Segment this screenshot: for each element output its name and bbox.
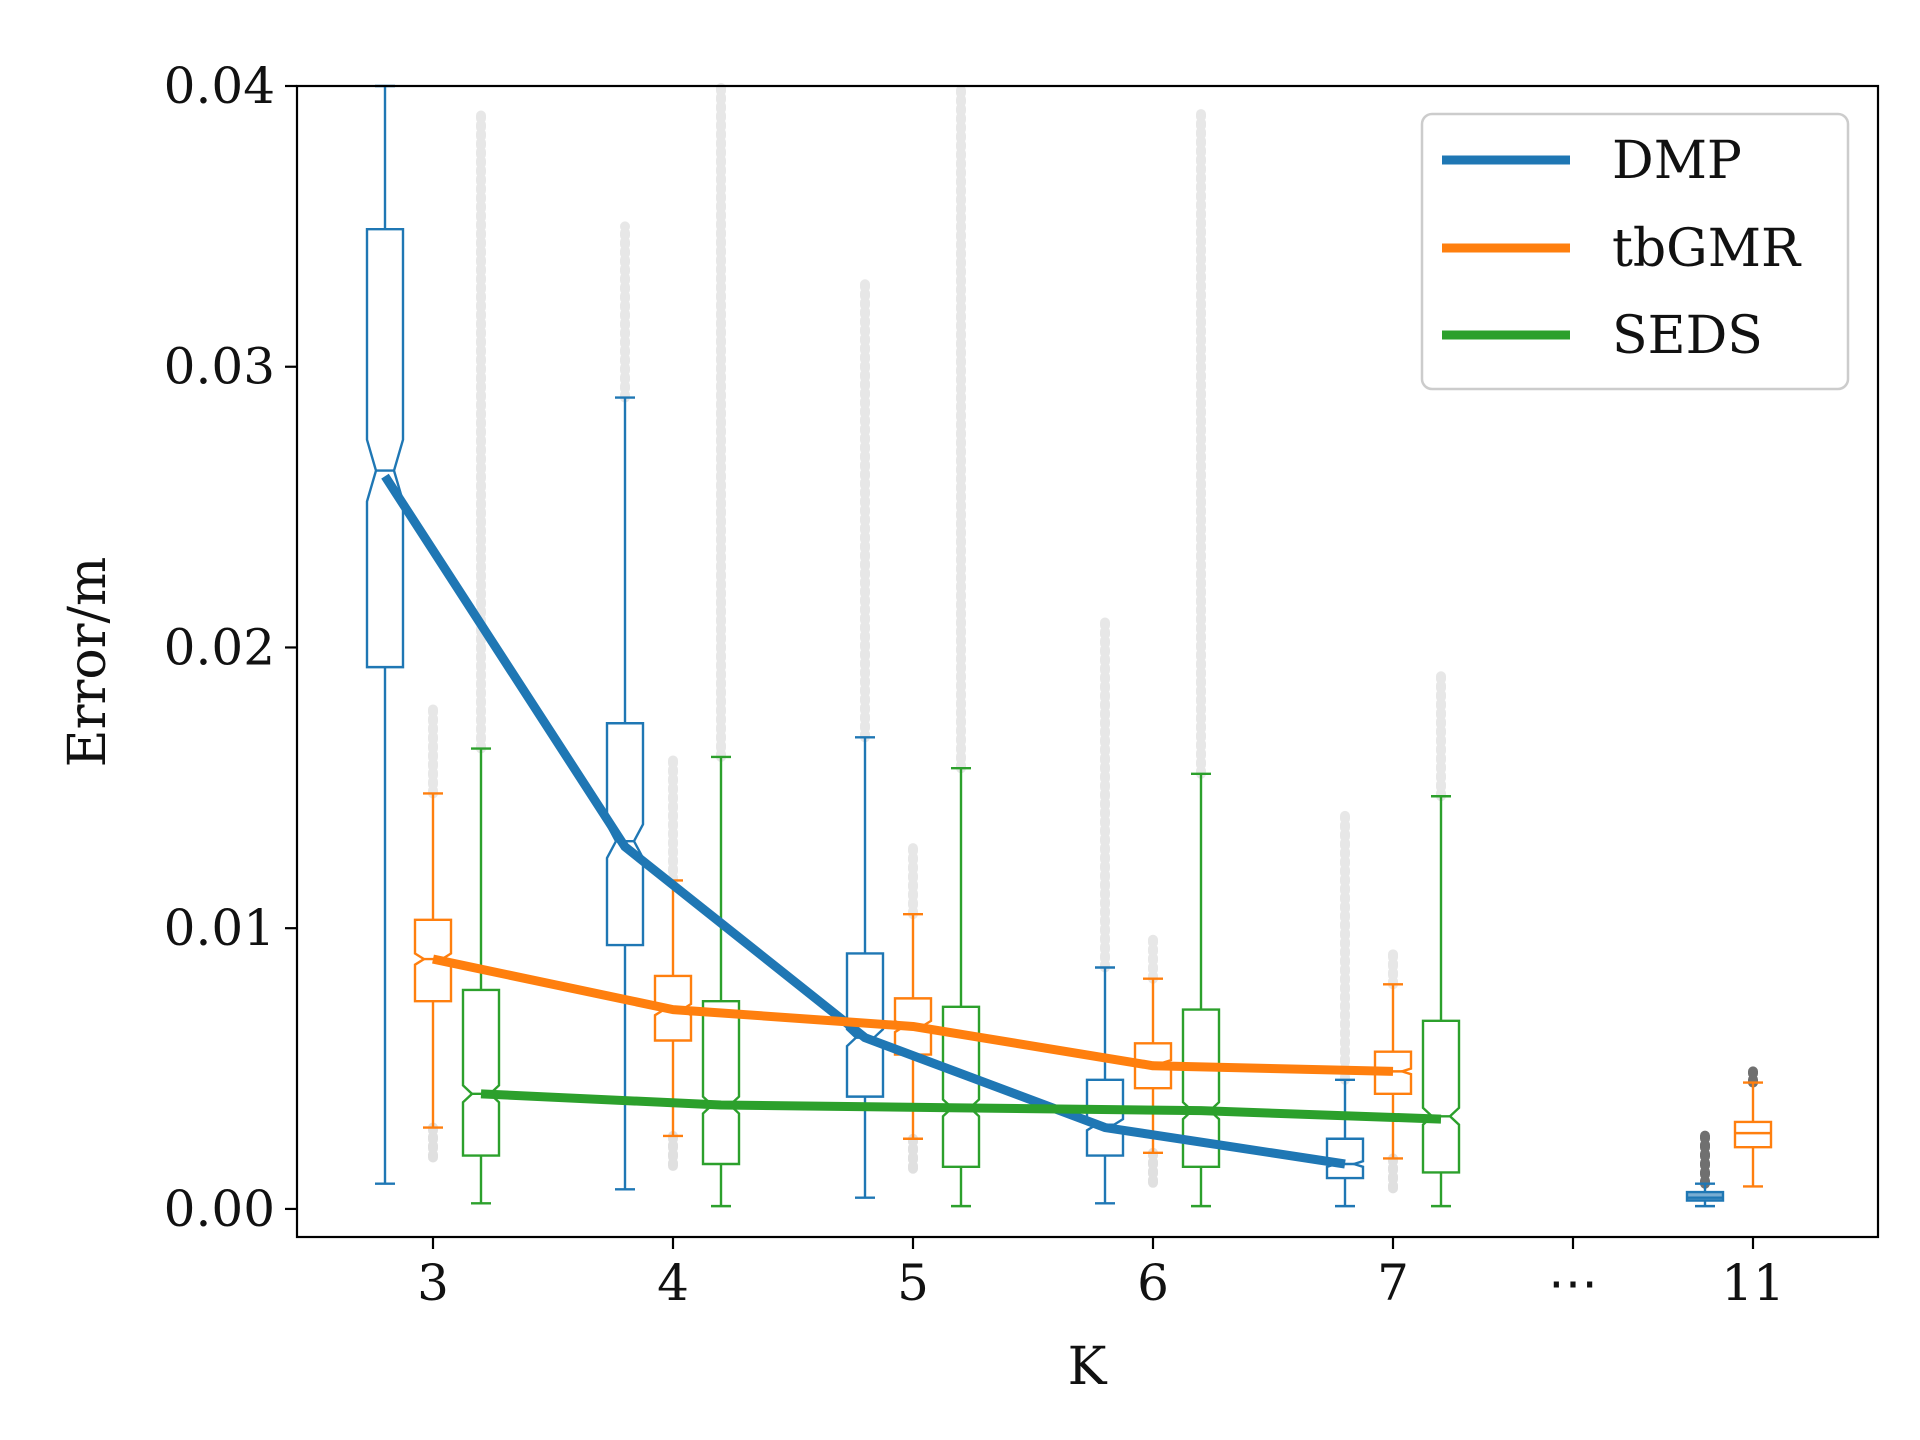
y-axis-title: Error/m (58, 557, 118, 768)
legend: DMP tbGMR SEDS (1420, 112, 1850, 391)
box-dmp-k5 (845, 952, 885, 1098)
box-seds-k3 (461, 988, 501, 1157)
x-tick-label: 4 (657, 1254, 689, 1312)
legend-frame (1420, 112, 1850, 391)
box-dmp-k11 (1685, 1190, 1725, 1202)
trend-line-tbgmr (432, 954, 1394, 1076)
box-dmp-k6 (1085, 1078, 1125, 1157)
box-seds-k4 (701, 999, 741, 1166)
legend-label-dmp: DMP (1612, 131, 1742, 191)
legend-label-seds: SEDS (1612, 306, 1763, 366)
y-tick-label: 0.00 (164, 1180, 275, 1238)
x-tick-label: 3 (417, 1254, 449, 1312)
trend-line-dmp (381, 473, 1346, 1169)
axes-layer: 0.00 0.01 0.02 0.03 0.04 3 4 5 6 7 ⋯ 11 (164, 57, 1785, 1312)
y-tick-label: 0.03 (164, 338, 275, 396)
legend-label-tbgmr: tbGMR (1612, 219, 1802, 279)
x-tick-label: 6 (1137, 1254, 1169, 1312)
y-tick-label: 0.01 (164, 899, 275, 957)
trend-line-seds (480, 1089, 1442, 1124)
x-tick-label: ⋯ (1548, 1254, 1598, 1312)
x-tick-label: 7 (1377, 1254, 1409, 1312)
x-axis-title: K (1068, 1337, 1108, 1397)
outlier-layer (428, 81, 1758, 1198)
plot-area-frame (295, 84, 1880, 1239)
box-tbgmr-k11 (1733, 1120, 1773, 1149)
y-tick-label: 0.04 (164, 57, 275, 115)
box-dmp-k4 (605, 722, 645, 947)
y-tick-label: 0.02 (164, 618, 275, 676)
box-dmp-k3 (365, 227, 405, 669)
trend-layer (381, 473, 1442, 1169)
box-seds-k7 (1421, 1019, 1461, 1174)
x-tick-label: 11 (1721, 1254, 1785, 1312)
x-tick-label: 5 (897, 1254, 929, 1312)
box-layer (365, 84, 1773, 1208)
box-tbgmr-k3 (413, 918, 453, 1003)
